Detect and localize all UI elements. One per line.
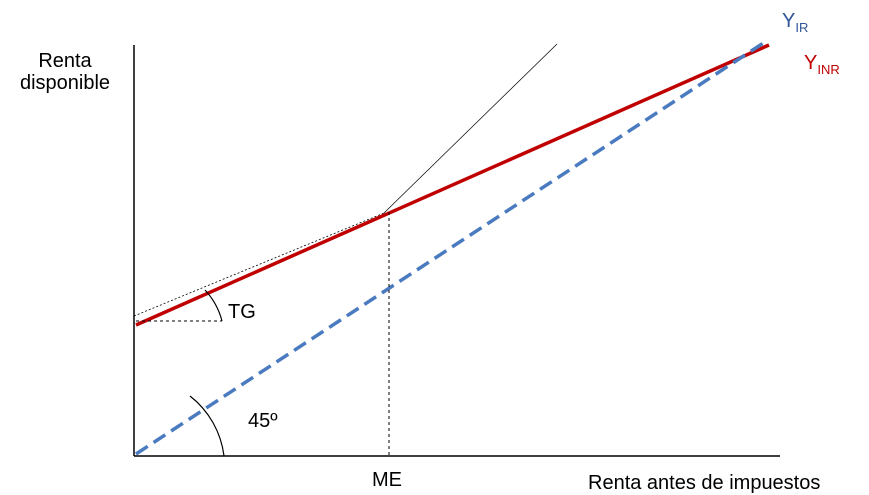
- y-axis-label-line1: Renta: [38, 50, 92, 72]
- x-marker-me: ME: [372, 469, 402, 491]
- curve-label-y-ir: YIR: [782, 10, 809, 35]
- x-axis-label: Renta antes de impuestos: [588, 472, 821, 494]
- angle-45-arc: [189, 395, 225, 457]
- y-axis-label: Renta disponible: [6, 50, 124, 94]
- tg-label: TG: [228, 301, 256, 323]
- y-axis-label-line2: disponible: [19, 72, 111, 94]
- reference-line-thin: [383, 43, 558, 214]
- line-y-ir: [135, 38, 769, 456]
- curve-label-y-inr: YINR: [804, 52, 840, 77]
- curve-label-y-ir-sub: IR: [795, 20, 809, 35]
- tangent-dotted-line: [133, 212, 385, 317]
- angle-45-label: 45º: [248, 410, 278, 432]
- curve-label-y-inr-main: Y: [804, 52, 818, 74]
- line-y-inr: [135, 43, 770, 327]
- curve-label-y-inr-sub: INR: [817, 62, 840, 77]
- tg-angle-arc: [204, 289, 223, 322]
- curve-label-y-ir-main: Y: [782, 10, 796, 32]
